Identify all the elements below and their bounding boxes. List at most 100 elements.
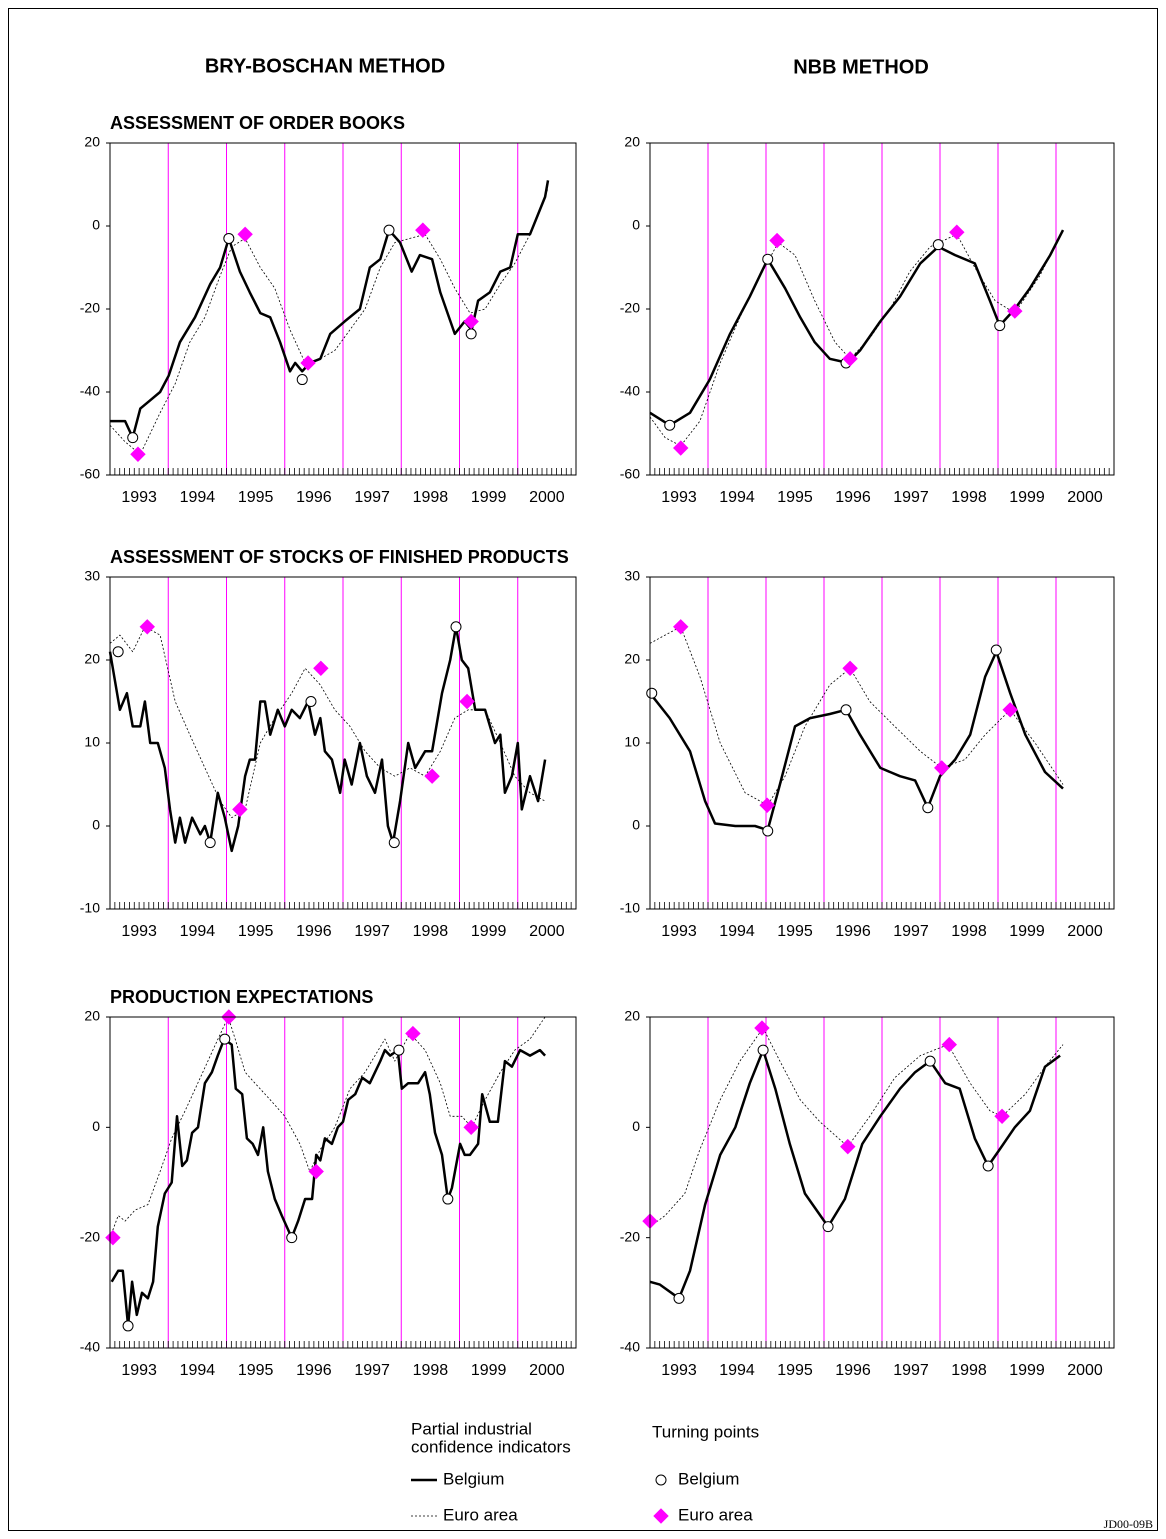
y-tick-label: 30 bbox=[84, 568, 100, 584]
x-tick-label: 1997 bbox=[354, 923, 390, 940]
turning-point bbox=[424, 768, 440, 784]
y-tick-label: 0 bbox=[92, 217, 100, 233]
x-tick-label: 1999 bbox=[471, 489, 507, 506]
turning-point bbox=[237, 226, 253, 243]
turning-point bbox=[934, 760, 950, 776]
x-tick-label: 1993 bbox=[661, 489, 697, 506]
x-tick-label: 1997 bbox=[893, 1362, 929, 1379]
x-tick-label: 1998 bbox=[951, 489, 987, 506]
turning-point bbox=[840, 704, 852, 716]
x-tick-label: 1995 bbox=[238, 923, 274, 940]
plot-frame bbox=[649, 576, 1115, 910]
series-line bbox=[109, 626, 546, 819]
series-line bbox=[110, 180, 550, 439]
turning-point bbox=[204, 837, 216, 849]
turning-point bbox=[673, 1292, 685, 1304]
y-tick-label: 0 bbox=[92, 817, 100, 833]
x-tick-label: 1998 bbox=[951, 923, 987, 940]
row-title: PRODUCTION EXPECTATIONS bbox=[110, 987, 373, 1007]
y-tick-label: -40 bbox=[620, 383, 640, 399]
turning-point bbox=[1007, 303, 1023, 319]
turning-point bbox=[300, 355, 316, 371]
y-tick-label: -20 bbox=[620, 1228, 640, 1244]
turning-point bbox=[459, 693, 475, 710]
x-tick-label: 1996 bbox=[296, 489, 332, 506]
x-tick-label: 2000 bbox=[529, 489, 565, 506]
turning-point bbox=[762, 253, 774, 265]
x-tick-label: 2000 bbox=[1067, 489, 1103, 506]
y-tick-label: 30 bbox=[624, 568, 640, 584]
turning-point bbox=[757, 1044, 769, 1056]
turning-point bbox=[842, 351, 858, 367]
y-tick-label: 20 bbox=[624, 1008, 640, 1024]
x-tick-label: 2000 bbox=[529, 923, 565, 940]
turning-point bbox=[673, 440, 689, 456]
x-tick-label: 1999 bbox=[1009, 923, 1045, 940]
x-tick-label: 1998 bbox=[413, 489, 449, 506]
x-tick-label: 1996 bbox=[835, 489, 871, 506]
series-line bbox=[649, 650, 1064, 832]
turning-point bbox=[105, 1229, 121, 1246]
plot-frame bbox=[109, 142, 577, 476]
turning-point bbox=[840, 1138, 856, 1155]
x-tick-label: 1993 bbox=[121, 489, 157, 506]
x-tick-label: 1995 bbox=[777, 1362, 813, 1379]
y-tick-label: 0 bbox=[92, 1118, 100, 1134]
x-tick-label: 1997 bbox=[893, 923, 929, 940]
x-tick-label: 1999 bbox=[471, 923, 507, 940]
frame bbox=[8, 8, 1158, 1531]
turning-point bbox=[130, 446, 146, 462]
turning-point bbox=[941, 1036, 957, 1053]
turning-point bbox=[949, 224, 965, 240]
turning-point bbox=[393, 1044, 405, 1056]
y-tick-label: -10 bbox=[80, 900, 100, 916]
legend-label: Belgium bbox=[678, 1469, 739, 1488]
turning-point bbox=[139, 619, 155, 635]
x-tick-label: 1996 bbox=[835, 1362, 871, 1379]
turning-point bbox=[922, 802, 934, 814]
x-tick-label: 1994 bbox=[180, 923, 216, 940]
turning-point bbox=[465, 328, 477, 340]
y-tick-label: -20 bbox=[80, 1228, 100, 1244]
turning-point bbox=[305, 696, 317, 707]
x-tick-label: 1998 bbox=[413, 923, 449, 940]
turning-point bbox=[286, 1232, 298, 1244]
turning-point bbox=[232, 801, 248, 818]
x-tick-label: 1998 bbox=[951, 1362, 987, 1379]
y-tick-label: -40 bbox=[80, 383, 100, 399]
turning-point bbox=[388, 837, 400, 849]
plot-frame bbox=[109, 576, 577, 910]
y-tick-label: -20 bbox=[80, 300, 100, 316]
x-tick-label: 1999 bbox=[1009, 1362, 1045, 1379]
plot-frame bbox=[649, 142, 1115, 476]
x-tick-label: 1995 bbox=[777, 923, 813, 940]
y-tick-label: 20 bbox=[84, 1008, 100, 1024]
x-tick-label: 1996 bbox=[835, 923, 871, 940]
y-tick-label: 20 bbox=[624, 651, 640, 667]
turning-point bbox=[990, 644, 1002, 656]
y-tick-label: 20 bbox=[84, 651, 100, 667]
legend-title: confidence indicators bbox=[411, 1437, 571, 1456]
turning-point bbox=[313, 660, 329, 677]
turning-point bbox=[646, 687, 658, 699]
row-title: ASSESSMENT OF ORDER BOOKS bbox=[110, 113, 405, 133]
x-tick-label: 2000 bbox=[1067, 923, 1103, 940]
y-tick-label: -20 bbox=[620, 300, 640, 316]
turning-point bbox=[405, 1025, 421, 1042]
turning-point bbox=[450, 621, 462, 633]
turning-point bbox=[383, 224, 395, 236]
turning-point bbox=[822, 1221, 834, 1233]
turning-point bbox=[982, 1160, 994, 1172]
x-tick-label: 1993 bbox=[121, 1362, 157, 1379]
turning-point bbox=[994, 1108, 1010, 1125]
x-tick-label: 1996 bbox=[296, 1362, 332, 1379]
y-tick-label: -10 bbox=[620, 900, 640, 916]
y-tick-label: 20 bbox=[624, 134, 640, 150]
x-tick-label: 1994 bbox=[180, 1362, 216, 1379]
column-heading: BRY-BOSCHAN METHOD bbox=[205, 55, 445, 77]
turning-point bbox=[994, 320, 1006, 332]
turning-point bbox=[463, 1119, 479, 1136]
x-tick-label: 1995 bbox=[238, 1362, 274, 1379]
turning-point bbox=[673, 619, 689, 635]
x-tick-label: 1994 bbox=[180, 489, 216, 506]
